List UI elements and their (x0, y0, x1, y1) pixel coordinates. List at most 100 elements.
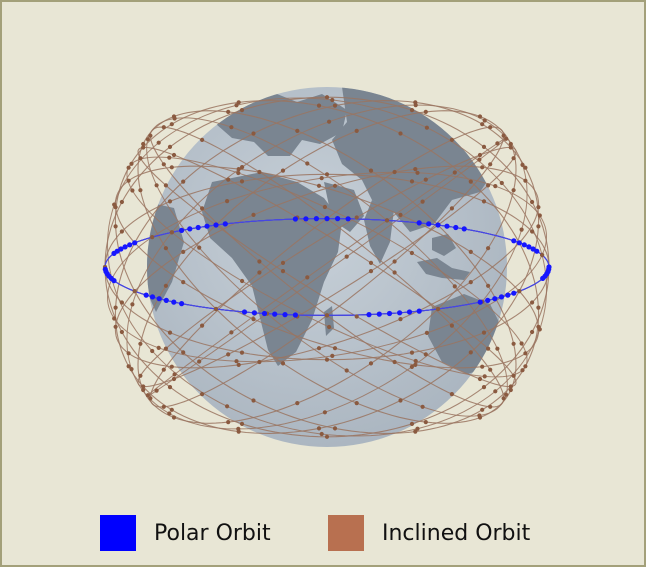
land-indonesia (417, 258, 470, 280)
inclined-satellite (130, 302, 135, 307)
inclined-satellite (239, 108, 245, 113)
polar-satellite (303, 216, 309, 222)
inclined-satellite (530, 300, 535, 305)
polar-satellite (397, 310, 403, 316)
inclined-satellite (257, 359, 262, 365)
inclined-satellite (280, 361, 286, 366)
legend-item-polar: Polar Orbit (100, 514, 271, 552)
inclined-satellite (119, 199, 124, 205)
inclined-satellite (354, 314, 359, 319)
inclined-satellite (523, 178, 528, 183)
inclined-satellite (449, 206, 454, 211)
polar-satellite (453, 224, 459, 231)
inclined-satellite (423, 109, 428, 114)
inclined-satellite (126, 351, 131, 356)
polar-satellite (444, 223, 450, 229)
inclined-satellite (409, 250, 414, 256)
inclined-satellite (501, 396, 506, 401)
inclined-satellite (240, 278, 245, 284)
inclined-satellite (482, 374, 487, 379)
inclined-satellite (113, 324, 118, 329)
polar-satellite (416, 220, 422, 226)
inclined-satellite (145, 393, 150, 398)
inclined-satellite (523, 165, 528, 170)
polar-orbit-label: Polar Orbit (154, 520, 271, 546)
inclined-satellite (530, 329, 535, 335)
inclined-satellite (226, 420, 231, 425)
inclined-satellite (523, 351, 528, 356)
inclined-satellite (501, 133, 506, 138)
inclined-satellite (504, 392, 509, 397)
inclined-satellite (413, 429, 418, 434)
inclined-satellite (181, 179, 186, 184)
inclined-satellite (452, 284, 457, 289)
inclined-satellite (239, 350, 245, 355)
inclined-satellite (280, 168, 286, 173)
inclined-satellite (319, 176, 324, 181)
inclined-satellite (354, 128, 359, 133)
inclined-satellite (477, 152, 483, 158)
inclined-satellite (236, 362, 241, 367)
inclined-satellite (493, 389, 498, 394)
inclined-satellite (316, 346, 322, 351)
inclined-satellite (354, 215, 359, 220)
inclined-satellite (236, 426, 241, 431)
inclined-satellite (423, 177, 428, 182)
inclined-satellite (398, 398, 403, 403)
inclined-satellite (161, 404, 166, 409)
inclined-satellite (488, 367, 493, 372)
inclined-satellite (305, 275, 310, 280)
inclined-satellite (480, 165, 485, 170)
inclined-satellite (141, 384, 146, 389)
inclined-satellite (420, 199, 425, 204)
inclined-satellite (319, 431, 324, 437)
inclined-satellite (161, 367, 166, 372)
inclined-satellite (508, 384, 513, 389)
inclined-satellite (126, 165, 131, 170)
inclined-satellite (225, 199, 230, 204)
inclined-satellite (488, 404, 493, 409)
polar-satellite (526, 244, 532, 250)
inclined-satellite (508, 141, 513, 147)
inclined-satellite (257, 270, 262, 275)
inclined-satellite (413, 362, 418, 367)
inclined-satellite (449, 392, 454, 397)
polar-satellite (102, 266, 108, 272)
inclined-satellite (392, 359, 397, 365)
inclined-satellite (499, 180, 504, 186)
inclined-satellite (481, 199, 487, 204)
inclined-satellite (488, 125, 493, 130)
inclined-satellite (536, 224, 541, 229)
inclined-satellite (420, 404, 425, 409)
inclined-satellite (322, 204, 327, 210)
polar-satellite (406, 309, 413, 315)
inclined-satellite (163, 283, 168, 288)
inclined-satellite (415, 426, 420, 431)
inclined-satellite (172, 116, 177, 121)
inclined-satellite (156, 140, 161, 145)
inclined-satellite (481, 144, 487, 149)
polar-satellite (272, 311, 278, 317)
inclined-satellite (327, 119, 332, 124)
polar-satellite (187, 226, 193, 232)
inclined-satellite (398, 131, 403, 136)
polar-satellite (386, 310, 393, 317)
legend-item-inclined: Inclined Orbit (328, 514, 530, 552)
inclined-satellite (141, 145, 146, 150)
polar-orbit-swatch (100, 515, 136, 551)
inclined-satellite (327, 324, 332, 330)
polar-satellite (132, 240, 138, 246)
inclined-satellite (468, 179, 473, 184)
inclined-satellite (167, 385, 173, 390)
inclined-satellite (119, 300, 124, 305)
inclined-satellite (280, 269, 286, 274)
inclined-satellite (112, 316, 117, 321)
polar-satellite (492, 296, 498, 302)
inclined-satellite (163, 346, 168, 351)
inclined-satellite (519, 341, 524, 346)
polar-satellite (345, 216, 351, 222)
inclined-satellite (423, 352, 428, 357)
inclined-satellite (257, 259, 262, 264)
polar-satellite (534, 248, 540, 254)
inclined-satellite (344, 368, 349, 373)
